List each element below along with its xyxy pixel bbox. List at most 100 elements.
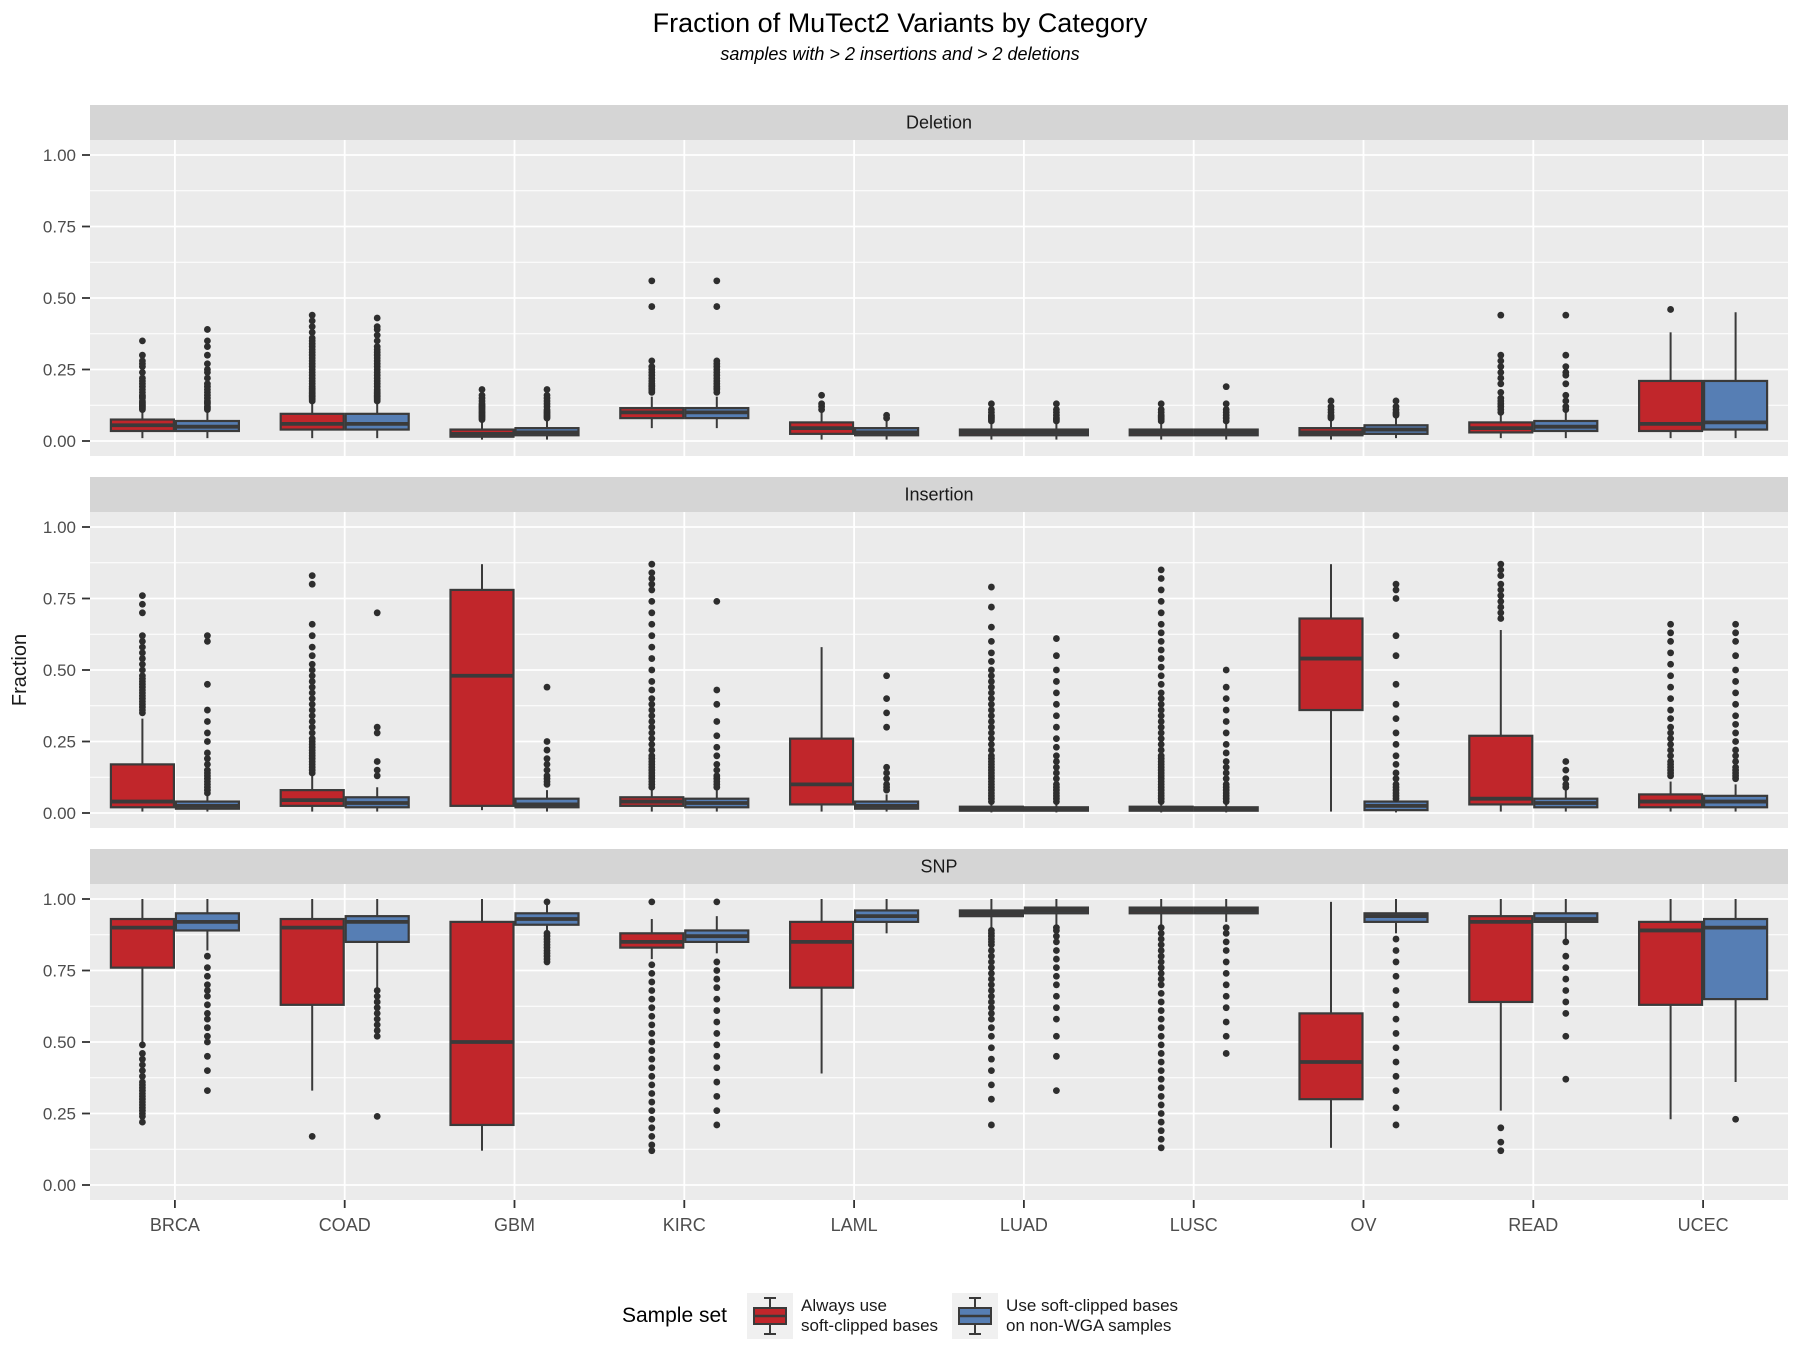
- boxplot-Insertion-READ-always-outlier: [1497, 592, 1505, 600]
- boxplot-SNP-BRCA-always-outlier: [139, 1072, 146, 1080]
- boxplot-SNP-BRCA-nonwga-outlier: [204, 972, 211, 980]
- boxplot-SNP-LUSC-always-outlier: [1157, 989, 1165, 997]
- boxplot-SNP-READ-nonwga-outlier: [1562, 952, 1570, 960]
- boxplot-SNP-LUSC-always-outlier: [1157, 958, 1165, 966]
- boxplot-Insertion-KIRC-nonwga-outlier: [713, 760, 721, 768]
- boxplot-SNP-KIRC-always-outlier: [648, 1124, 656, 1132]
- boxplot-SNP-BRCA-always-outlier: [139, 1055, 146, 1063]
- boxplot-Deletion-COAD-always-outlier: [308, 311, 316, 319]
- boxplot-SNP-KIRC-always-outlier: [648, 1081, 656, 1089]
- boxplot-Insertion-UCEC-always-outlier: [1667, 706, 1674, 714]
- boxplot-SNP-OV-nonwga-outlier: [1392, 1044, 1400, 1052]
- boxplot-SNP-LUSC-always-outlier: [1157, 1144, 1165, 1152]
- boxplot-SNP-KIRC-nonwga-outlier: [713, 958, 721, 966]
- boxplot-Insertion-LUSC-always-outlier: [1157, 718, 1165, 725]
- boxplot-Insertion-LUAD-nonwga-outlier: [1053, 700, 1060, 708]
- boxplot-Insertion-BRCA-nonwga-outlier: [204, 718, 211, 725]
- boxplot-Deletion-BRCA-nonwga-outlier: [204, 380, 211, 388]
- boxplot-SNP-BRCA-nonwga-outlier: [204, 952, 211, 960]
- boxplot-Insertion-UCEC-nonwga-outlier: [1732, 758, 1739, 765]
- boxplot-SNP-COAD-nonwga-outlier: [373, 1015, 381, 1023]
- boxplot-Insertion-OV-nonwga-outlier: [1392, 760, 1400, 768]
- boxplot-SNP-LUSC-always-outlier: [1157, 975, 1165, 983]
- boxplot-SNP-KIRC-always-outlier: [648, 1132, 656, 1140]
- boxplot-SNP-LUAD-nonwga-outlier: [1053, 924, 1060, 931]
- boxplot-Insertion-KIRC-nonwga-outlier: [713, 700, 721, 708]
- boxplot-Deletion-COAD-nonwga-outlier: [373, 337, 381, 345]
- boxplot-SNP-KIRC-nonwga-outlier: [713, 1007, 721, 1014]
- legend-label-always: Always use soft-clipped bases: [801, 1295, 939, 1335]
- boxplot-Insertion-BRCA-always-outlier: [139, 600, 146, 608]
- boxplot-SNP-READ-nonwga-outlier: [1562, 1032, 1570, 1040]
- boxplot-SNP-LUAD-always-outlier: [988, 1095, 995, 1103]
- boxplot-SNP-LUSC-always-outlier: [1157, 969, 1165, 977]
- boxplot-SNP-KIRC-nonwga-outlier: [713, 975, 721, 983]
- boxplot-SNP-LUSC-always-outlier: [1157, 947, 1165, 954]
- boxplot-Insertion-KIRC-always-outlier: [648, 620, 656, 628]
- boxplot-Insertion-LUAD-always-outlier: [988, 723, 995, 731]
- boxplot-Insertion-KIRC-always-outlier: [648, 752, 656, 760]
- boxplot-Insertion-COAD-always-box: [279, 789, 345, 807]
- boxplot-SNP-LUSC-always-outlier: [1157, 1075, 1165, 1083]
- boxplot-SNP-BRCA-always-outlier: [139, 1067, 146, 1074]
- boxplot-Deletion-COAD-always-outlier: [308, 334, 316, 342]
- boxplot-Deletion-LAML-always-outlier: [818, 391, 825, 399]
- boxplot-SNP-KIRC-nonwga-outlier: [713, 967, 721, 974]
- boxplot-Insertion-BRCA-nonwga-outlier: [204, 638, 211, 645]
- boxplot-Deletion-BRCA-nonwga-outlier: [204, 374, 211, 382]
- boxplot-Insertion-LUSC-always-outlier: [1157, 586, 1165, 594]
- boxplot-SNP-LUAD-nonwga-outlier: [1053, 1032, 1060, 1040]
- boxplot-SNP-LUSC-nonwga-outlier: [1222, 1004, 1230, 1012]
- boxplot-SNP-LUSC-always-outlier: [1157, 981, 1165, 989]
- boxplot-Insertion-KIRC-always-outlier: [648, 712, 656, 720]
- y-tick-label: 1.00: [43, 518, 76, 537]
- boxplot-Deletion-READ-always-outlier: [1497, 351, 1505, 359]
- boxplot-Insertion-LUSC-always-outlier: [1157, 712, 1165, 720]
- boxplot-Deletion-BRCA-always-outlier: [139, 351, 146, 359]
- legend: Sample set Always use soft-clipped bases …: [0, 1286, 1800, 1346]
- boxplot-Insertion-READ-always-outlier: [1497, 586, 1505, 594]
- boxplot-SNP-LUAD-always-outlier: [988, 958, 995, 966]
- boxplot-Insertion-UCEC-always-outlier: [1667, 715, 1674, 723]
- y-tick-label: 0.50: [43, 661, 76, 680]
- boxplot-Insertion-COAD-nonwga-outlier: [373, 772, 381, 780]
- boxplot-Insertion-OV-nonwga-outlier: [1392, 769, 1400, 777]
- boxplot-Insertion-BRCA-nonwga-outlier: [204, 680, 211, 688]
- boxplot-Insertion-LUAD-nonwga-outlier: [1053, 666, 1060, 674]
- boxplot-Insertion-COAD-always-outlier: [308, 735, 316, 743]
- boxplot-SNP-BRCA-nonwga-outlier: [204, 992, 211, 1000]
- y-tick-label: 0.50: [43, 1033, 76, 1052]
- boxplot-Deletion-BRCA-always-outlier: [139, 374, 146, 382]
- boxplot-SNP-LUSC-nonwga-outlier: [1222, 924, 1230, 931]
- boxplot-Insertion-LUSC-always-outlier: [1157, 597, 1165, 605]
- boxplot-Insertion-OV-nonwga-outlier: [1392, 729, 1400, 737]
- boxplot-SNP-LUSC-always-outlier: [1157, 1024, 1165, 1032]
- boxplot-Insertion-BRCA-nonwga-outlier: [204, 738, 211, 745]
- boxplot-Insertion-UCEC-nonwga-outlier: [1732, 746, 1739, 754]
- boxplot-Insertion-LUSC-nonwga-outlier: [1222, 683, 1230, 691]
- x-axis-label-LUAD: LUAD: [1000, 1215, 1048, 1235]
- boxplot-Insertion-LUAD-nonwga-outlier: [1053, 635, 1060, 642]
- boxplot-Insertion-BRCA-always-outlier: [139, 660, 146, 668]
- boxplot-SNP-LUSC-always-outlier: [1157, 1050, 1165, 1057]
- boxplot-Insertion-OV-nonwga-outlier: [1392, 775, 1400, 783]
- boxplot-SNP-LUAD-always-outlier: [988, 1015, 995, 1023]
- boxplot-SNP-COAD-always-box: [279, 917, 345, 1006]
- boxplot-Insertion-LAML-nonwga-outlier: [883, 709, 890, 717]
- boxplot-Deletion-READ-nonwga-outlier: [1562, 397, 1570, 405]
- boxplot-SNP-LUAD-always-outlier: [988, 1044, 995, 1052]
- boxplot-Deletion-READ-nonwga-outlier: [1562, 363, 1570, 371]
- boxplot-SNP-READ-always-outlier: [1497, 1124, 1505, 1132]
- boxplot-Insertion-GBM-nonwga-outlier: [543, 755, 551, 763]
- boxplot-Insertion-COAD-always-outlier: [308, 689, 316, 697]
- facet-strip-label-SNP: SNP: [920, 857, 957, 877]
- boxplot-Insertion-BRCA-always-outlier: [139, 609, 146, 617]
- boxplot-SNP-LUAD-always-outlier: [988, 1055, 995, 1063]
- boxplot-SNP-OV-nonwga-outlier: [1392, 947, 1400, 954]
- boxplot-SNP-KIRC-always-outlier: [648, 1038, 656, 1046]
- boxplot-SNP-OV-nonwga-outlier: [1392, 972, 1400, 980]
- boxplot-Deletion-KIRC-always-outlier: [648, 363, 656, 371]
- boxplot-SNP-LUSC-always-outlier: [1157, 924, 1165, 931]
- boxplot-Deletion-READ-always-outlier: [1497, 374, 1505, 382]
- boxplot-Insertion-UCEC-nonwga-outlier: [1732, 689, 1739, 697]
